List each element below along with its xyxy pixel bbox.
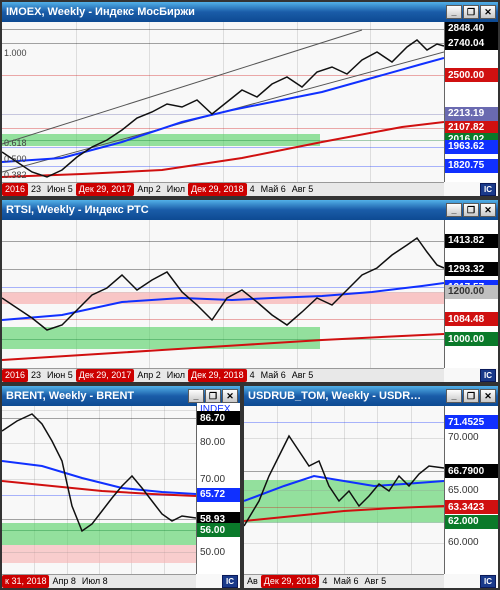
imoex-xlabel: Авг 5 xyxy=(289,183,317,196)
brent-ylabel: 86.70 xyxy=(197,411,240,425)
imoex-chart-area[interactable]: 1.000 0.618 0.500 0.382 2848.402740.04 2500.0… xyxy=(2,22,498,196)
usdrub-window: USDRUB_TOM, Weekly - USDR…_❐✕ 71.4525 70.0… xyxy=(242,384,500,590)
usdrub-close-button[interactable]: ✕ xyxy=(480,389,496,403)
imoex-xlabel: 4 xyxy=(247,183,258,196)
rtsi-window: RTSI, Weekly - Индекс РТС_❐✕ 1413.82 1293.… xyxy=(0,198,500,384)
rtsi-ylabel: 1413.82 xyxy=(445,234,498,248)
usdrub-ylabel: 70.000 xyxy=(445,431,498,445)
imoex-titlebar[interactable]: IMOEX, Weekly - Индекс МосБиржи_❐✕ xyxy=(2,2,498,22)
imoex-xaxis: 201623Июн 5Дек 29, 2017Апр 2ИюлДек 29, 2… xyxy=(2,182,444,196)
rtsi-close-button[interactable]: ✕ xyxy=(480,203,496,217)
imoex-fib-label: 0.382 xyxy=(4,170,27,180)
brent-xaxis: к 31, 2018Апр 8Июл 8 xyxy=(2,574,196,588)
brent-min-button[interactable]: _ xyxy=(188,389,204,403)
brent-xlabel: Июл 8 xyxy=(79,575,111,588)
imoex-xlabel: Июн 5 xyxy=(44,183,76,196)
brent-ylabel: 65.72 xyxy=(197,488,240,502)
usdrub-plot xyxy=(244,406,444,574)
usdrub-title: USDRUB_TOM, Weekly - USDR… xyxy=(246,390,446,402)
brent-ylabel: 70.00 xyxy=(197,472,240,486)
imoex-ylabel: 2740.04 xyxy=(445,36,498,50)
rtsi-xlabel: 2016 xyxy=(2,369,28,382)
rtsi-max-button[interactable]: ❐ xyxy=(463,203,479,217)
usdrub-xlabel: Дек 29, 2018 xyxy=(261,575,320,588)
brent-window: BRENT, Weekly - BRENT_❐✕INDEX86.7080.007… xyxy=(0,384,242,590)
rtsi-xlabel: Авг 5 xyxy=(289,369,317,382)
imoex-plot xyxy=(2,22,444,182)
imoex-xlabel: Май 6 xyxy=(258,183,289,196)
brent-title: BRENT, Weekly - BRENT xyxy=(4,390,188,402)
rtsi-xlabel: 4 xyxy=(247,369,258,382)
brent-plot xyxy=(2,406,196,574)
usdrub-xlabel: Май 6 xyxy=(330,575,361,588)
brent-ylabel: 50.00 xyxy=(197,545,240,559)
rtsi-ylabel: 1084.48 xyxy=(445,312,498,326)
rtsi-titlebar[interactable]: RTSI, Weekly - Индекс РТС_❐✕ xyxy=(2,200,498,220)
rtsi-xlabel: Июн 5 xyxy=(44,369,76,382)
imoex-ylabel: 1963.62 xyxy=(445,140,498,154)
imoex-xlabel: Апр 2 xyxy=(134,183,163,196)
rtsi-min-button[interactable]: _ xyxy=(446,203,462,217)
rtsi-xlabel: Дек 29, 2018 xyxy=(188,369,247,382)
imoex-xlabel: 2016 xyxy=(2,183,28,196)
imoex-window: IMOEX, Weekly - Индекс МосБиржи_❐✕ 1.000 0… xyxy=(0,0,500,198)
imoex-xlabel: Дек 29, 2018 xyxy=(188,183,247,196)
usdrub-ylabel: 65.000 xyxy=(445,483,498,497)
rtsi-xlabel: Апр 2 xyxy=(134,369,163,382)
imoex-xlabel: 23 xyxy=(28,183,44,196)
rtsi-title: RTSI, Weekly - Индекс РТС xyxy=(4,204,446,216)
brent-ylabel: 56.00 xyxy=(197,523,240,537)
imoex-title: IMOEX, Weekly - Индекс МосБиржи xyxy=(4,6,446,18)
usdrub-xaxis: АвДек 29, 20184Май 6Авг 5 xyxy=(244,574,444,588)
rtsi-xlabel: Май 6 xyxy=(258,369,289,382)
usdrub-ylabel: 71.4525 xyxy=(445,415,498,429)
ic-logo-icon: IC xyxy=(222,575,238,588)
imoex-xlabel: Дек 29, 2017 xyxy=(76,183,135,196)
rtsi-ylabel: 1293.32 xyxy=(445,262,498,276)
imoex-ylabel: 2848.40 xyxy=(445,22,498,36)
imoex-fib-label: 1.000 xyxy=(4,48,27,58)
ic-logo-icon: IC xyxy=(480,575,496,588)
imoex-xlabel: Июл xyxy=(164,183,188,196)
usdrub-ylabel: 66.7900 xyxy=(445,464,498,478)
imoex-min-button[interactable]: _ xyxy=(446,5,462,19)
rtsi-xaxis: 201623Июн 5Дек 29, 2017Апр 2ИюлДек 29, 2… xyxy=(2,368,444,382)
usdrub-xlabel: Авг 5 xyxy=(362,575,390,588)
usdrub-max-button[interactable]: ❐ xyxy=(463,389,479,403)
rtsi-ylabel: 1200.00 xyxy=(445,285,498,299)
usdrub-yaxis: 71.4525 70.000 66.7900 65.000 63.342362.000 6… xyxy=(444,406,498,574)
usdrub-ylabel: 60.000 xyxy=(445,536,498,550)
usdrub-chart-area[interactable]: 71.4525 70.000 66.7900 65.000 63.342362.000 6… xyxy=(244,406,498,588)
imoex-yaxis: 2848.402740.042500.002213.192107.822016.… xyxy=(444,22,498,182)
imoex-max-button[interactable]: ❐ xyxy=(463,5,479,19)
brent-max-button[interactable]: ❐ xyxy=(205,389,221,403)
ic-logo-icon: IC xyxy=(480,183,496,196)
rtsi-yaxis: 1413.821293.321217.571200.001084.481000.… xyxy=(444,220,498,368)
usdrub-xlabel: Ав xyxy=(244,575,261,588)
usdrub-ylabel: 62.000 xyxy=(445,515,498,529)
usdrub-xlabel: 4 xyxy=(319,575,330,588)
imoex-ylabel: 2500.00 xyxy=(445,68,498,82)
usdrub-min-button[interactable]: _ xyxy=(446,389,462,403)
brent-xlabel: к 31, 2018 xyxy=(2,575,49,588)
ic-logo-icon: IC xyxy=(480,369,496,382)
rtsi-plot xyxy=(2,220,444,368)
rtsi-xlabel: Дек 29, 2017 xyxy=(76,369,135,382)
brent-xlabel: Апр 8 xyxy=(49,575,78,588)
brent-ylabel: 80.00 xyxy=(197,436,240,450)
brent-yaxis: INDEX86.7080.0070.0065.7258.9356.0050.00 xyxy=(196,406,240,574)
brent-close-button[interactable]: ✕ xyxy=(222,389,238,403)
rtsi-ylabel: 1000.00 xyxy=(445,332,498,346)
rtsi-xlabel: Июл xyxy=(164,369,188,382)
usdrub-titlebar[interactable]: USDRUB_TOM, Weekly - USDR…_❐✕ xyxy=(244,386,498,406)
brent-chart-area[interactable]: INDEX86.7080.0070.0065.7258.9356.0050.00… xyxy=(2,406,240,588)
imoex-fib-label: 0.618 xyxy=(4,138,27,148)
usdrub-ylabel: 63.3423 xyxy=(445,500,498,514)
rtsi-chart-area[interactable]: 1413.821293.321217.571200.001084.481000.… xyxy=(2,220,498,382)
rtsi-xlabel: 23 xyxy=(28,369,44,382)
imoex-ylabel: 1820.75 xyxy=(445,159,498,173)
imoex-close-button[interactable]: ✕ xyxy=(480,5,496,19)
imoex-fib-label: 0.500 xyxy=(4,154,27,164)
imoex-ylabel: 2213.19 xyxy=(445,107,498,121)
